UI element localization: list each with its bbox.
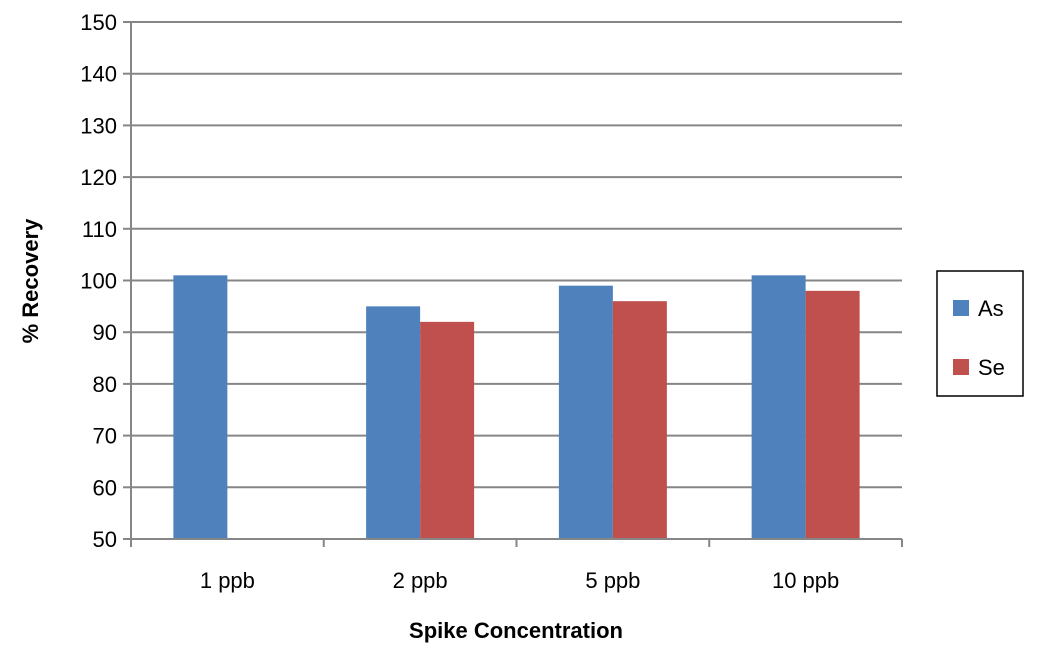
legend-swatch-as (953, 300, 969, 316)
x-tick-label: 5 ppb (585, 568, 640, 593)
y-tick-label: 140 (80, 62, 117, 87)
x-tick-label: 1 ppb (200, 568, 255, 593)
y-tick-label: 150 (80, 10, 117, 35)
legend-swatch-se (953, 359, 969, 375)
y-tick-label: 80 (93, 372, 117, 397)
y-tick-label: 130 (80, 113, 117, 138)
bar-as-2 (558, 285, 613, 539)
bar-se-2 (612, 301, 667, 539)
y-tick-label: 110 (82, 217, 117, 242)
y-tick-labels: 50 60 70 80 90 100 110 120 130 140 150 (80, 10, 117, 552)
bar-as-0 (173, 275, 228, 539)
y-tick-label: 120 (80, 165, 117, 190)
x-tick-label: 2 ppb (393, 568, 448, 593)
y-tick-label: 90 (93, 320, 117, 345)
bar-as-1 (366, 306, 421, 539)
legend-box (936, 270, 1024, 397)
bar-as-3 (751, 275, 806, 539)
y-tick-label: 70 (93, 424, 117, 449)
y-axis-title: % Recovery (18, 218, 43, 344)
y-tick-label: 50 (93, 527, 117, 552)
bars (173, 275, 860, 539)
x-axis-title: Spike Concentration (409, 618, 623, 643)
y-tick-label: 60 (93, 475, 117, 500)
y-tick-label: 100 (80, 269, 117, 294)
axes (123, 21, 903, 547)
gridlines (131, 21, 902, 489)
x-tick-labels: 1 ppb 2 ppb 5 ppb 10 ppb (200, 568, 839, 593)
legend-label-as: As (978, 296, 1004, 321)
bar-se-3 (805, 290, 860, 539)
legend-label-se: Se (978, 355, 1005, 380)
legend: As Se (936, 270, 1024, 397)
x-tick-label: 10 ppb (772, 568, 839, 593)
bar-se-1 (420, 321, 475, 539)
